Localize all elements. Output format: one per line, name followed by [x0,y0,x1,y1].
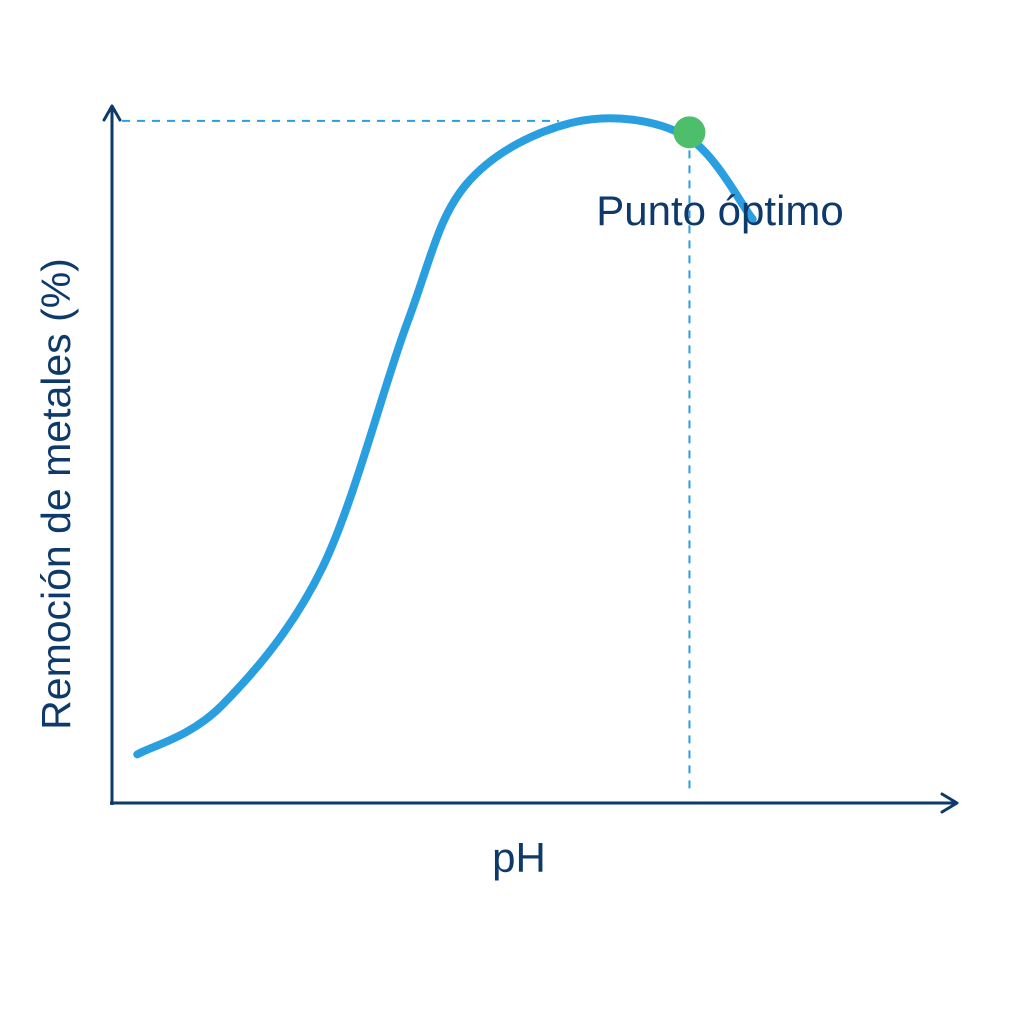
series-line [133,114,757,759]
optimum-guide-lines [122,119,691,795]
y-axis-label: Remoción de metales (%) [33,258,79,730]
axes [102,104,959,814]
x-axis-arrow [940,792,959,814]
x-axis-label: pH [492,834,546,881]
y-axis-arrow [102,104,122,122]
optimum-point-marker [673,116,706,149]
optimum-point-label: Punto óptimo [596,187,844,234]
